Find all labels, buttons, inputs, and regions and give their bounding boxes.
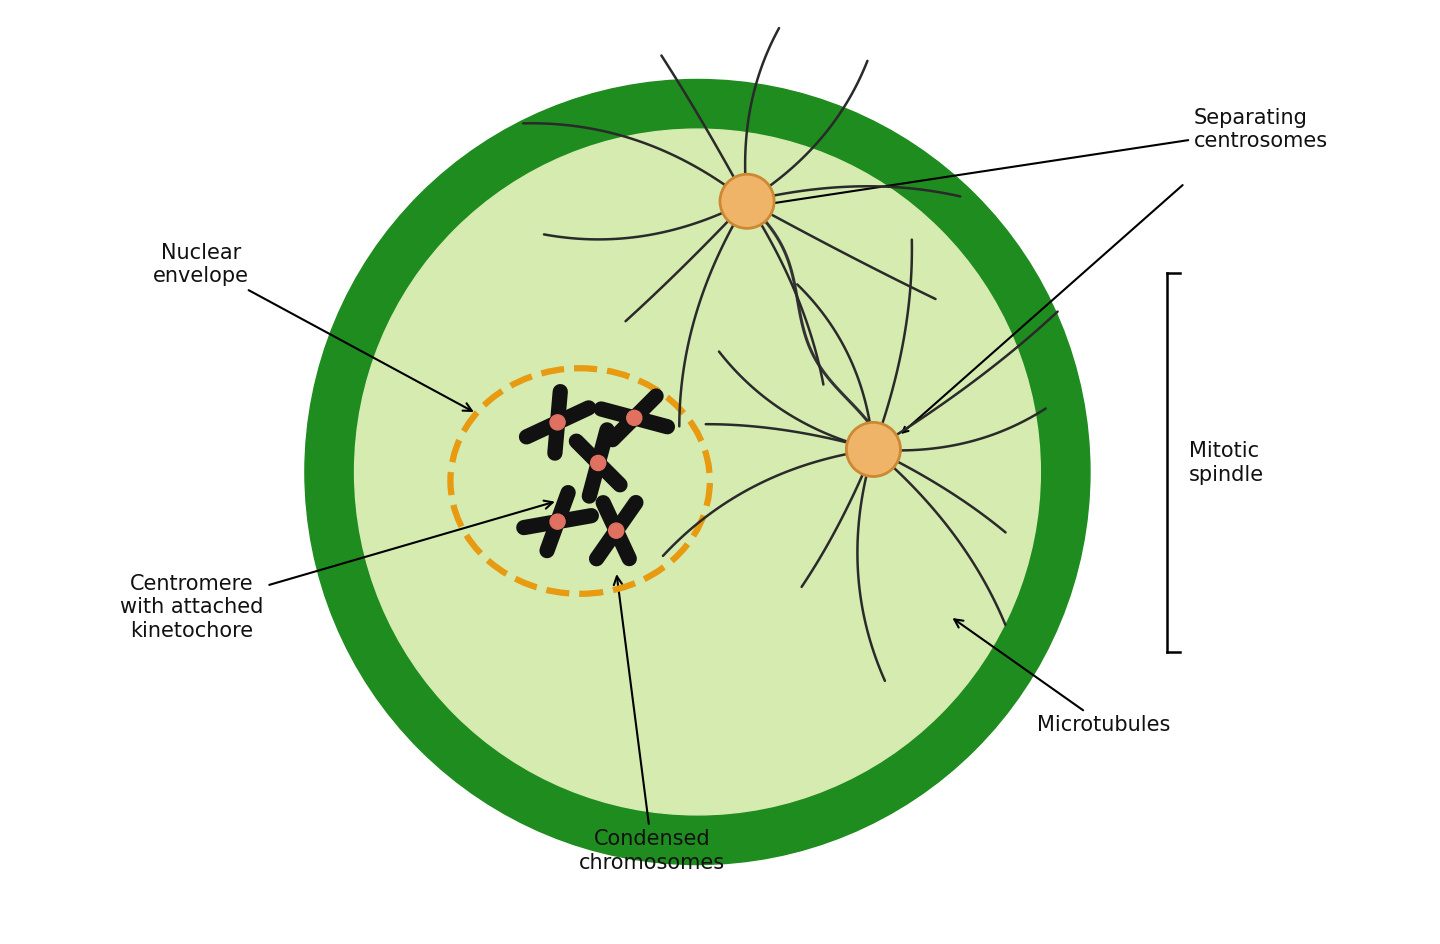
Circle shape <box>590 455 606 470</box>
Circle shape <box>550 414 564 430</box>
Text: Condensed
chromosomes: Condensed chromosomes <box>579 577 726 872</box>
Circle shape <box>354 129 1040 815</box>
Circle shape <box>550 514 564 530</box>
Circle shape <box>720 175 775 228</box>
Text: Microtubules: Microtubules <box>955 619 1171 734</box>
Circle shape <box>626 411 642 426</box>
Circle shape <box>305 79 1090 865</box>
Circle shape <box>847 422 900 477</box>
Text: Centromere
with attached
kinetochore: Centromere with attached kinetochore <box>121 500 553 641</box>
Text: Nuclear
envelope: Nuclear envelope <box>153 243 472 411</box>
Text: Separating
centrosomes: Separating centrosomes <box>762 108 1328 208</box>
Circle shape <box>609 523 624 538</box>
Text: Mitotic
spindle: Mitotic spindle <box>1189 442 1264 484</box>
